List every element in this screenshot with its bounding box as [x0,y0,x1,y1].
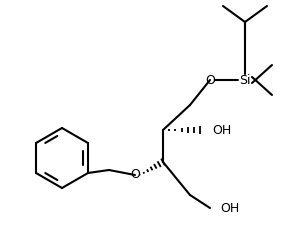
Text: OH: OH [220,202,239,215]
Text: Si: Si [239,74,251,87]
Text: OH: OH [212,123,231,136]
Text: O: O [205,74,215,87]
Text: O: O [130,169,140,182]
